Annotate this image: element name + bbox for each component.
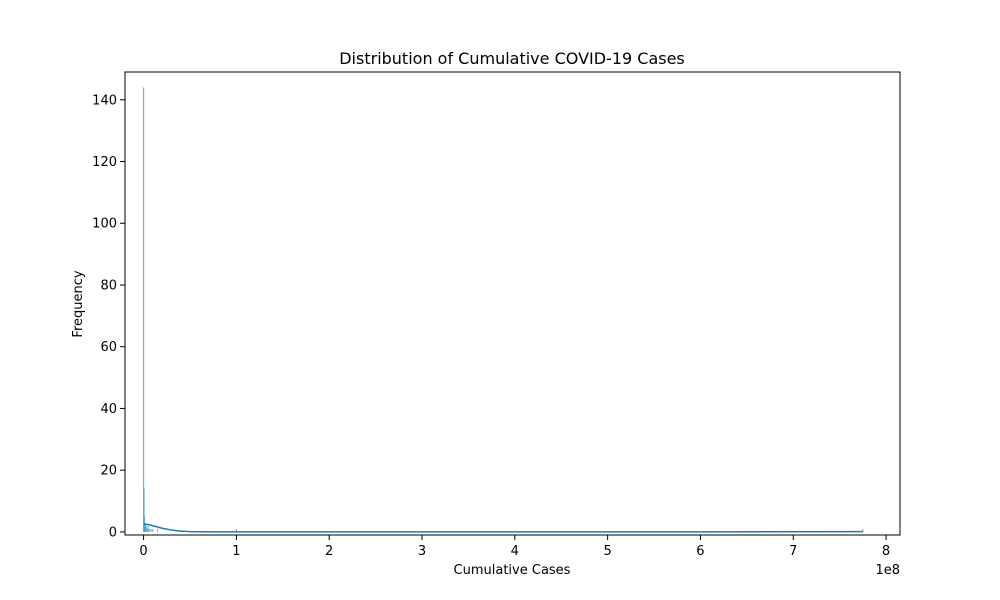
plot-frame	[124, 71, 901, 536]
y-tick-label: 0	[109, 525, 117, 540]
y-tick-label: 20	[100, 464, 117, 479]
histogram-bar	[146, 528, 148, 532]
x-tick-label: 5	[603, 544, 611, 559]
y-axis-label: Frequency	[71, 270, 86, 337]
x-axis-ticks: 0 1 2 3 4 5 6 7 8	[139, 535, 890, 559]
y-tick-label: 120	[92, 155, 117, 170]
y-tick-label: 60	[100, 340, 117, 355]
histogram-bar	[142, 87, 145, 532]
x-tick-label: 0	[139, 544, 147, 559]
histogram-bar	[156, 528, 159, 532]
histogram-bar	[144, 525, 147, 532]
histogram-bar	[862, 528, 864, 532]
kde-line-group	[143, 523, 863, 533]
x-tick-label: 7	[789, 544, 797, 559]
x-tick-label: 2	[325, 544, 333, 559]
histogram-bar	[145, 525, 147, 532]
histogram-bar	[150, 528, 152, 532]
histogram-bar	[147, 525, 149, 532]
y-tick-label: 80	[100, 278, 117, 293]
x-axis-offset-label: 1e8	[875, 563, 900, 578]
x-tick-label: 8	[882, 544, 890, 559]
chart-title: Distribution of Cumulative COVID-19 Case…	[339, 49, 685, 68]
x-tick-label: 1	[232, 544, 240, 559]
histogram-bar	[152, 528, 154, 532]
histogram-bar	[148, 528, 150, 532]
histogram-bar	[143, 488, 145, 532]
x-tick-label: 4	[511, 544, 519, 559]
y-tick-label: 40	[100, 402, 117, 417]
x-tick-label: 3	[418, 544, 426, 559]
kde-line	[143, 523, 863, 533]
histogram-bar	[235, 528, 237, 532]
y-axis-ticks: 0 20 40 60 80 100 120 140	[92, 93, 125, 540]
y-tick-label: 100	[92, 217, 117, 232]
y-tick-label: 140	[92, 93, 117, 108]
x-tick-label: 6	[696, 544, 704, 559]
x-axis-label: Cumulative Cases	[454, 563, 571, 578]
